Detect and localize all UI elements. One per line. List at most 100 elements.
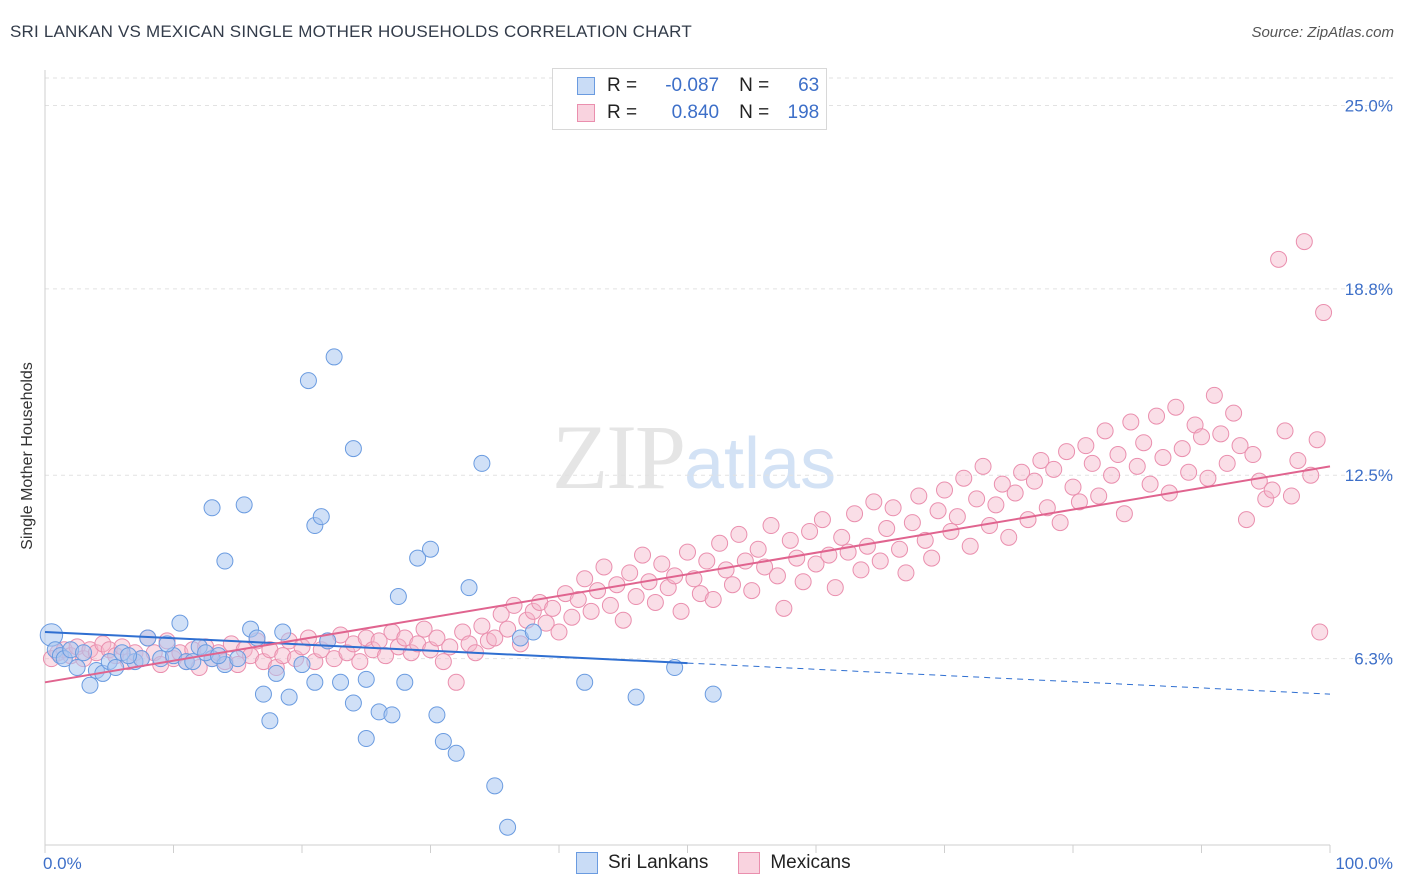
mexican-point <box>1128 457 1146 475</box>
mexican-point <box>749 540 767 558</box>
sri-lankan-point <box>434 732 452 750</box>
sri-lankan-point <box>344 694 362 712</box>
mexican-point <box>955 469 973 487</box>
mexican-point <box>1064 478 1082 496</box>
mexican-point <box>1270 250 1288 268</box>
sri-lankan-trend-solid <box>44 631 688 665</box>
mexican-point <box>974 457 992 475</box>
mexican-point <box>968 490 986 508</box>
mexican-point <box>576 570 594 588</box>
source-label: Source: ZipAtlas.com <box>1251 24 1394 41</box>
mexican-point <box>871 552 889 570</box>
mexican-point <box>1311 623 1329 641</box>
sri-lankan-point <box>107 659 125 677</box>
legend-r-value: -0.087 <box>665 75 720 96</box>
mexican-point <box>910 487 928 505</box>
sri-lankan-point <box>306 673 324 691</box>
legend-n-value: 198 <box>787 102 820 123</box>
sri-lankan-point <box>274 623 292 641</box>
mexican-point <box>711 534 729 552</box>
sri-lankan-point <box>383 706 401 724</box>
mexican-point <box>1193 428 1210 446</box>
x-tick-label: 100.0% <box>1335 854 1393 873</box>
mexican-point <box>781 531 799 549</box>
legend-n-label: N = <box>739 102 770 123</box>
sri-lankan-point <box>422 540 439 558</box>
legend-swatch-mexicans <box>738 852 761 874</box>
legend-r-label: R = <box>607 75 638 96</box>
sri-lankan-point <box>229 650 247 668</box>
mexican-point <box>1135 434 1153 452</box>
mexican-point <box>1289 451 1307 469</box>
mexican-point <box>1025 472 1043 490</box>
mexican-point <box>563 608 581 626</box>
mexican-point <box>1103 466 1121 484</box>
mexican-point <box>916 531 934 549</box>
legend-n-value: 63 <box>798 75 820 96</box>
legend-r-value: 0.840 <box>671 102 720 123</box>
sri-lankan-point <box>216 552 234 570</box>
y-tick-label: 12.5% <box>1345 466 1393 485</box>
mexican-point <box>1148 407 1166 425</box>
sri-lankan-point <box>120 647 138 665</box>
mexican-point <box>858 537 876 555</box>
mexican-point <box>1070 493 1088 511</box>
sri-lankan-point <box>203 499 221 517</box>
mexican-point <box>1154 449 1172 466</box>
mexican-point <box>550 623 568 641</box>
mexican-point <box>833 528 851 546</box>
sri-lankan-point <box>389 588 407 606</box>
sri-lankan-point <box>332 673 350 691</box>
mexican-point <box>1083 454 1101 472</box>
mexican-point <box>801 522 819 540</box>
sri-lankan-point <box>357 730 375 748</box>
mexican-point <box>1115 505 1133 523</box>
sri-lankan-point <box>81 676 99 694</box>
mexican-point <box>1218 454 1236 472</box>
mexican-point <box>94 635 112 653</box>
sri-lankan-point <box>473 454 491 472</box>
mexican-trend-line <box>44 465 1331 684</box>
legend-row-sri-lankans: R = -0.087 N = 63 <box>577 75 819 97</box>
mexican-point <box>621 564 639 582</box>
mexican-point <box>544 599 562 617</box>
y-tick-label: 6.3% <box>1354 650 1393 669</box>
sri-lankan-trend-dashed <box>687 662 1331 695</box>
mexican-point <box>1077 437 1095 455</box>
mexican-point <box>897 564 915 582</box>
mexican-point <box>762 517 780 535</box>
mexican-point <box>473 617 491 635</box>
y-tick-label: 25.0% <box>1345 96 1393 115</box>
mexican-point <box>736 552 754 570</box>
sri-lankan-point <box>396 673 414 691</box>
mexican-point <box>351 653 369 671</box>
mexican-point <box>993 475 1011 493</box>
mexican-point <box>923 549 941 567</box>
mexican-point <box>1141 475 1159 493</box>
mexican-point <box>948 508 966 526</box>
mexican-point <box>274 647 292 665</box>
mexican-point <box>1173 440 1191 458</box>
series-legend: Sri Lankans Mexicans <box>576 852 881 874</box>
sri-lankan-point <box>486 777 504 795</box>
mexican-point <box>1263 481 1281 499</box>
mexican-point <box>524 602 542 620</box>
watermark-zip: ZIP <box>552 406 686 508</box>
legend-item-sri-lankans[interactable]: Sri Lankans <box>576 852 708 874</box>
mexican-point <box>704 590 722 608</box>
sri-lankan-point <box>499 818 517 836</box>
mexican-point <box>788 549 806 567</box>
mexican-point <box>768 567 786 585</box>
legend-n-label: N = <box>739 75 770 96</box>
legend-item-mexicans[interactable]: Mexicans <box>738 852 851 874</box>
legend-r-label: R = <box>607 102 638 123</box>
mexican-point <box>730 525 748 543</box>
mexican-point <box>1199 469 1217 487</box>
legend-row-mexicans: R = 0.840 N = 198 <box>577 102 819 124</box>
mexican-point <box>1295 233 1313 251</box>
sri-lankan-point <box>325 348 343 366</box>
sri-lankan-point <box>75 644 93 662</box>
mexican-point <box>743 582 761 600</box>
mexican-point <box>338 644 356 662</box>
